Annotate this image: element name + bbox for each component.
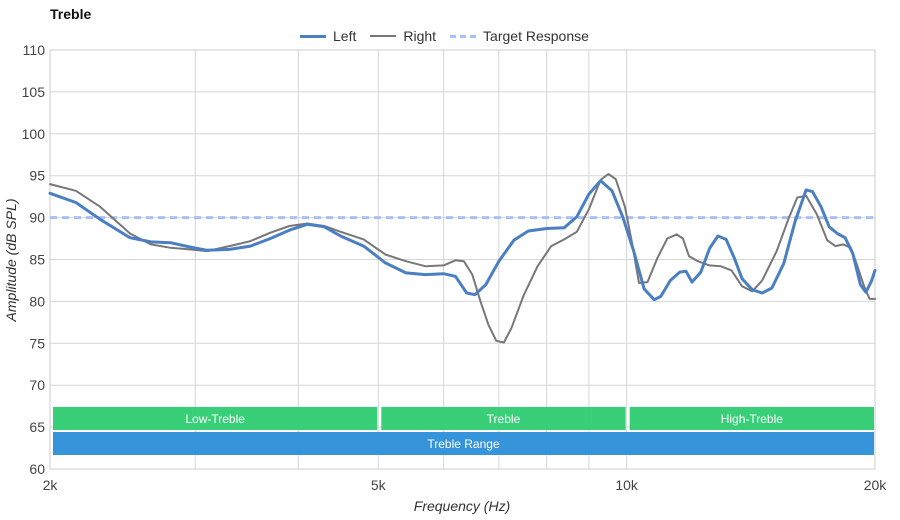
x-tick-label: 20k (864, 477, 888, 493)
band-treble (381, 407, 626, 430)
x-tick-label: 10k (615, 477, 639, 493)
y-tick-label: 100 (22, 126, 46, 142)
legend-label-target-response: Target Response (483, 28, 589, 44)
legend-swatch-target-response (450, 34, 477, 38)
x-axis-title: Frequency (Hz) (414, 498, 510, 514)
band-low-treble (53, 407, 378, 430)
x-tick-label: 5k (371, 477, 387, 493)
legend-label-right: Right (403, 28, 437, 44)
y-tick-label: 110 (23, 42, 46, 58)
y-tick-label: 80 (29, 293, 45, 309)
x-tick-label: 2k (43, 477, 59, 493)
legend-swatch-left (300, 34, 326, 38)
y-tick-label: 60 (29, 461, 45, 477)
y-tick-label: 95 (29, 168, 45, 184)
chart-title: Treble (50, 6, 92, 22)
legend-label-left: Left (333, 28, 357, 44)
band-high-treble (629, 407, 874, 430)
legend: Left Right Target Response (300, 26, 603, 46)
band-label-high-treble: High-Treble (721, 412, 784, 426)
y-tick-label: 70 (29, 377, 45, 393)
band-label-treble-range: Treble Range (427, 437, 500, 451)
y-tick-label: 75 (29, 335, 45, 351)
y-tick-label: 90 (29, 210, 45, 226)
legend-item-right[interactable]: Right (370, 28, 436, 44)
legend-item-left[interactable]: Left (300, 28, 356, 44)
y-axis-ticks: 60 65 70 75 80 85 90 95 100 105 110 (22, 42, 46, 477)
grid (49, 49, 876, 470)
series-line-right (49, 173, 876, 344)
band-label-treble: Treble (487, 412, 521, 426)
frequency-bands: Low-Treble Treble High-Treble Treble Range (53, 407, 874, 455)
y-tick-label: 65 (29, 419, 45, 435)
band-label-low-treble: Low-Treble (185, 412, 245, 426)
y-tick-label: 85 (29, 252, 45, 268)
series-lines (48, 173, 877, 344)
y-axis-title: Amplitude (dB SPL) (3, 199, 19, 323)
band-treble-range (53, 432, 874, 455)
legend-item-target-response[interactable]: Target Response (450, 28, 589, 44)
legend-swatch-right (370, 35, 397, 37)
x-axis-ticks: 2k 5k 10k 20k (43, 477, 888, 493)
series-line-left (48, 179, 877, 302)
plot-frame (49, 49, 876, 470)
y-tick-label: 105 (22, 84, 46, 100)
